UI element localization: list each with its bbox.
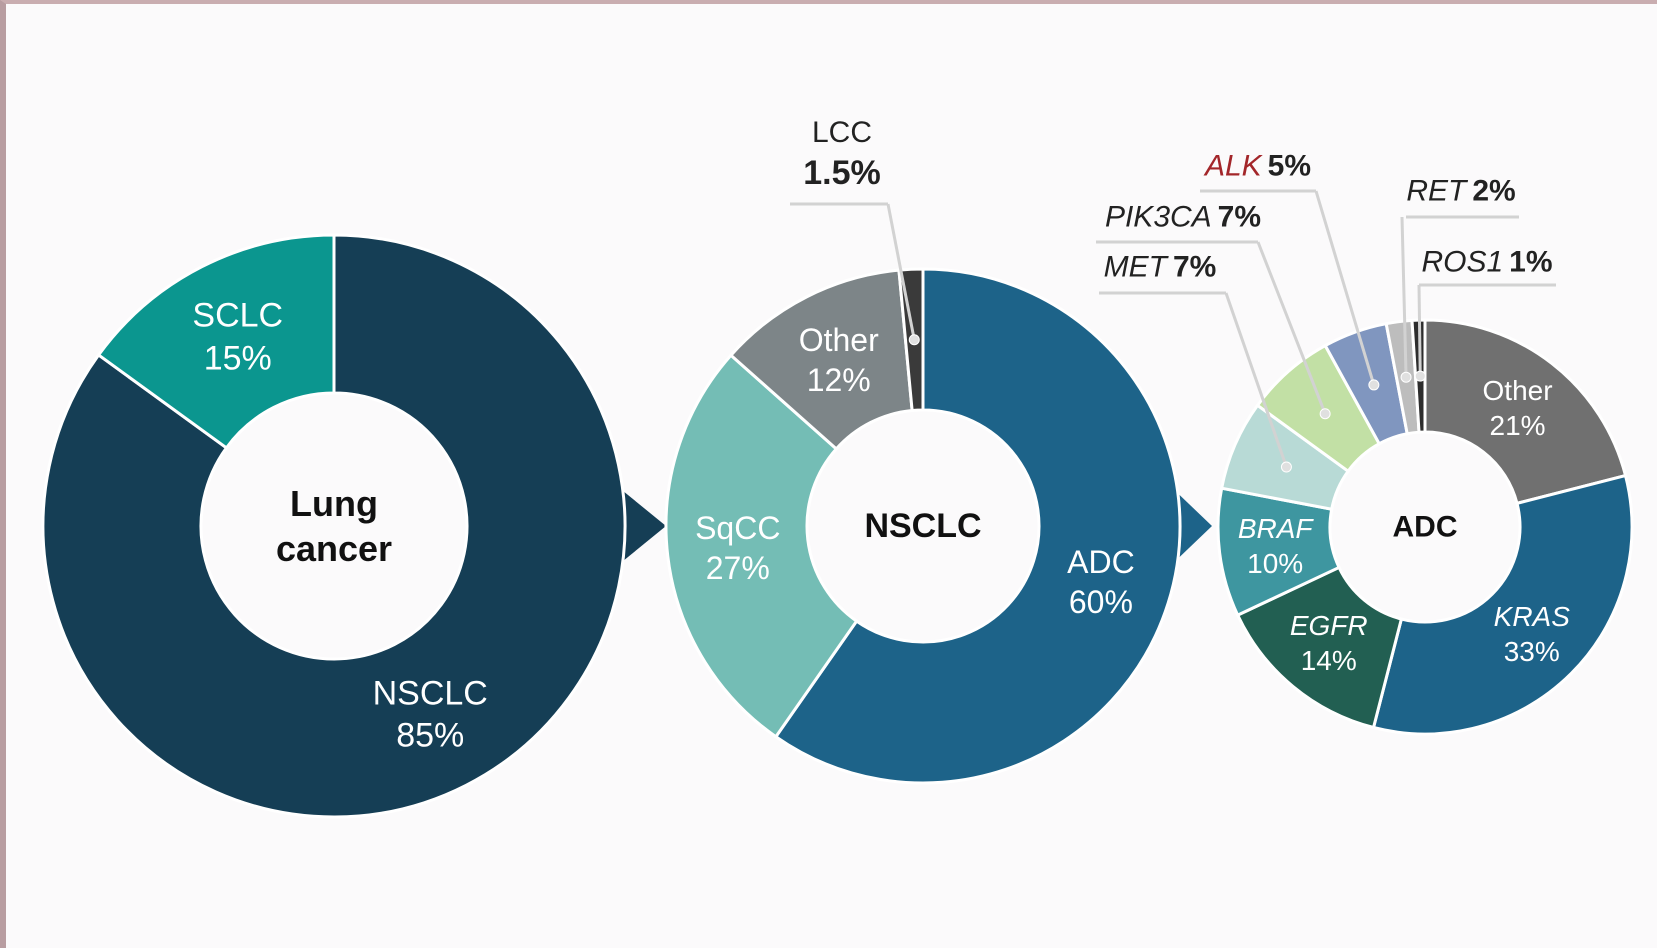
leader-line [1256,241,1327,415]
value-label: 1% [1509,245,1553,279]
leader-dot [908,334,920,346]
value-label: 10% [1247,547,1304,579]
value-label: 15% [203,339,272,378]
slice-label: ADC 60% [1067,542,1135,622]
leader-dot [1400,371,1412,383]
category-label: MET [1103,250,1167,284]
outside-label: ROS1 1% [1421,243,1558,281]
value-label: 5% [1267,149,1312,183]
chart [41,189,1634,819]
donut-slice [41,233,627,819]
value-label: 27% [705,549,770,586]
category-label: Other [1482,374,1553,406]
category-label: LCC [811,116,872,149]
slice-label: Other 21% [1483,373,1553,443]
slice-label: Other 12% [799,320,879,400]
value-label: 60% [1068,583,1133,620]
leader-line [1224,292,1288,468]
center-label: NSCLC [864,506,982,545]
category-label: KRAS [1493,600,1570,632]
donut-slice [728,268,914,452]
center-label: ADC [1392,510,1458,544]
value-label: 12% [806,361,871,398]
slice-label: SqCC 27% [695,508,780,588]
donut-slice [664,353,859,739]
leader-line [1400,216,1408,378]
category-label: RET [1406,174,1467,208]
value-label: 7% [1172,250,1217,284]
donut-slice [1235,565,1404,730]
center-label: Lung cancer [275,483,393,569]
category-label: BRAF [1237,512,1313,544]
donut-slice [1423,318,1628,506]
donut-slice [96,233,336,450]
slice-label: BRAF 10% [1238,511,1313,581]
leader-dot [1368,379,1380,391]
value-label: 85% [396,716,465,755]
category-label: ADC [1067,543,1135,580]
value-label: 14% [1300,645,1357,677]
leader-line [886,203,916,340]
outside-label: LCC 1.5% [803,114,881,194]
value-label: 7% [1217,200,1262,234]
category-label: Other [798,321,879,358]
leader-dot [1319,408,1331,420]
category-label: ALK [1204,149,1262,183]
category-label: SqCC [695,509,781,546]
leader-dot [1280,461,1292,473]
category-label: SCLC [192,296,284,335]
leader-line [1314,190,1376,386]
slice-label: NSCLC 85% [373,672,488,757]
outside-label: MET 7% [1104,248,1223,286]
slice-label: KRAS 33% [1494,599,1570,669]
leader-dot [1414,370,1426,382]
value-label: 1.5% [803,153,881,192]
leader-line [1417,284,1422,377]
value-label: 33% [1503,635,1560,667]
outside-label: PIK3CA 7% [1105,198,1267,236]
slice-label: EGFR 14% [1290,608,1368,678]
category-label: NSCLC [372,674,488,713]
outside-label: ALK 5% [1205,147,1317,185]
donut-slice [1371,473,1634,736]
category-label: PIK3CA [1104,200,1212,234]
category-label: ROS1 [1421,245,1504,279]
outside-label: RET 2% [1406,172,1521,210]
category-label: EGFR [1289,610,1368,642]
donut-slice [773,267,1182,785]
value-label: 2% [1472,174,1516,208]
value-label: 21% [1489,409,1546,441]
slice-label: SCLC 15% [192,295,283,380]
